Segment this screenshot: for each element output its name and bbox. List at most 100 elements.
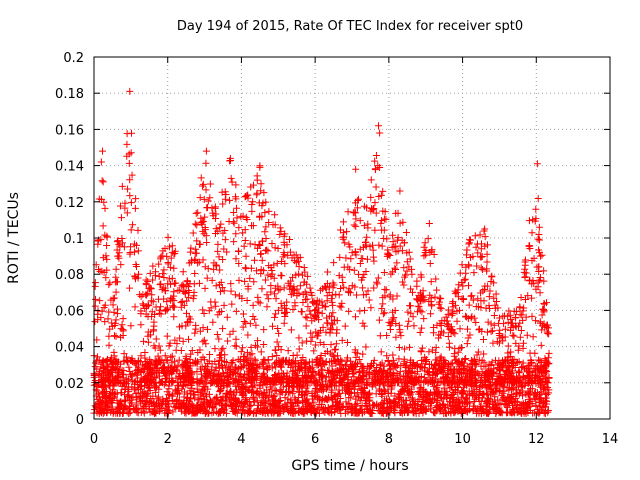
data-point [463,313,471,321]
data-point [131,303,139,311]
data-point [201,382,209,390]
data-point [507,348,515,356]
data-point [278,403,286,411]
data-point [465,301,473,309]
data-point [256,163,264,171]
data-point [227,391,235,399]
data-point [261,410,269,418]
y-tick-label: 0.18 [55,87,84,102]
data-point [472,243,480,251]
data-point [496,386,504,394]
data-point [118,321,126,329]
data-point [246,274,254,282]
x-tick-label: 6 [311,432,319,447]
data-point [241,264,249,272]
data-point [370,401,378,409]
data-point [345,307,353,315]
data-point [271,371,279,379]
data-point [332,290,340,298]
data-point [204,265,212,273]
data-point [275,356,283,364]
data-point [436,294,444,302]
data-point [367,193,375,201]
data-point [470,269,478,277]
data-point [523,331,531,339]
data-point [483,399,491,407]
data-point [392,333,400,341]
data-point [296,282,304,290]
data-point [379,310,387,318]
data-point [475,392,483,400]
data-point [261,228,269,236]
data-point [378,391,386,399]
data-point [199,306,207,314]
data-point [466,372,474,380]
data-point [422,408,430,416]
data-point [347,394,355,402]
data-point [120,350,128,358]
data-point [463,340,471,348]
data-point [169,303,177,311]
data-point [341,239,349,247]
data-point [350,221,358,229]
data-point [232,403,240,411]
data-point [540,277,548,285]
y-tick-label: 0 [76,413,84,428]
data-point [456,269,464,277]
data-point [517,294,525,302]
data-point [459,387,467,395]
y-tick-label: 0.1 [63,232,84,247]
data-point [198,405,206,413]
data-point [232,230,240,238]
data-point [433,397,441,405]
data-point [532,317,540,325]
data-point [329,401,337,409]
data-point [192,209,200,217]
data-point [527,356,535,364]
data-point [104,406,112,414]
data-point [175,390,183,398]
data-point [519,344,527,352]
data-point [497,408,505,416]
data-point [352,392,360,400]
data-point [326,358,334,366]
data-point [109,359,117,367]
data-point [542,394,550,402]
data-point [453,317,461,325]
data-point [212,282,220,290]
data-point [545,360,553,368]
data-point [531,389,539,397]
data-point [469,296,477,304]
data-point [250,278,258,286]
data-point [307,337,315,345]
data-point [257,180,265,188]
data-point [536,252,544,260]
data-point [330,392,338,400]
data-point [352,222,360,230]
data-point [427,278,435,286]
data-point [263,303,271,311]
data-point [499,395,507,403]
data-point [202,159,210,167]
data-point [214,410,222,418]
data-point [254,390,262,398]
data-point [227,287,235,295]
data-point [495,319,503,327]
data-point [152,374,160,382]
data-point [535,391,543,399]
y-tick-label: 0.08 [55,268,84,283]
data-point [539,385,547,393]
data-point [379,409,387,417]
x-tick-label: 0 [90,432,98,447]
data-point [239,323,247,331]
data-point [197,401,205,409]
data-point [480,362,488,370]
data-point [458,359,466,367]
data-point [372,402,380,410]
data-point [160,273,168,281]
data-point [257,250,265,258]
data-point [102,383,110,391]
data-point [252,367,260,375]
data-point [200,336,208,344]
data-point [129,221,137,229]
